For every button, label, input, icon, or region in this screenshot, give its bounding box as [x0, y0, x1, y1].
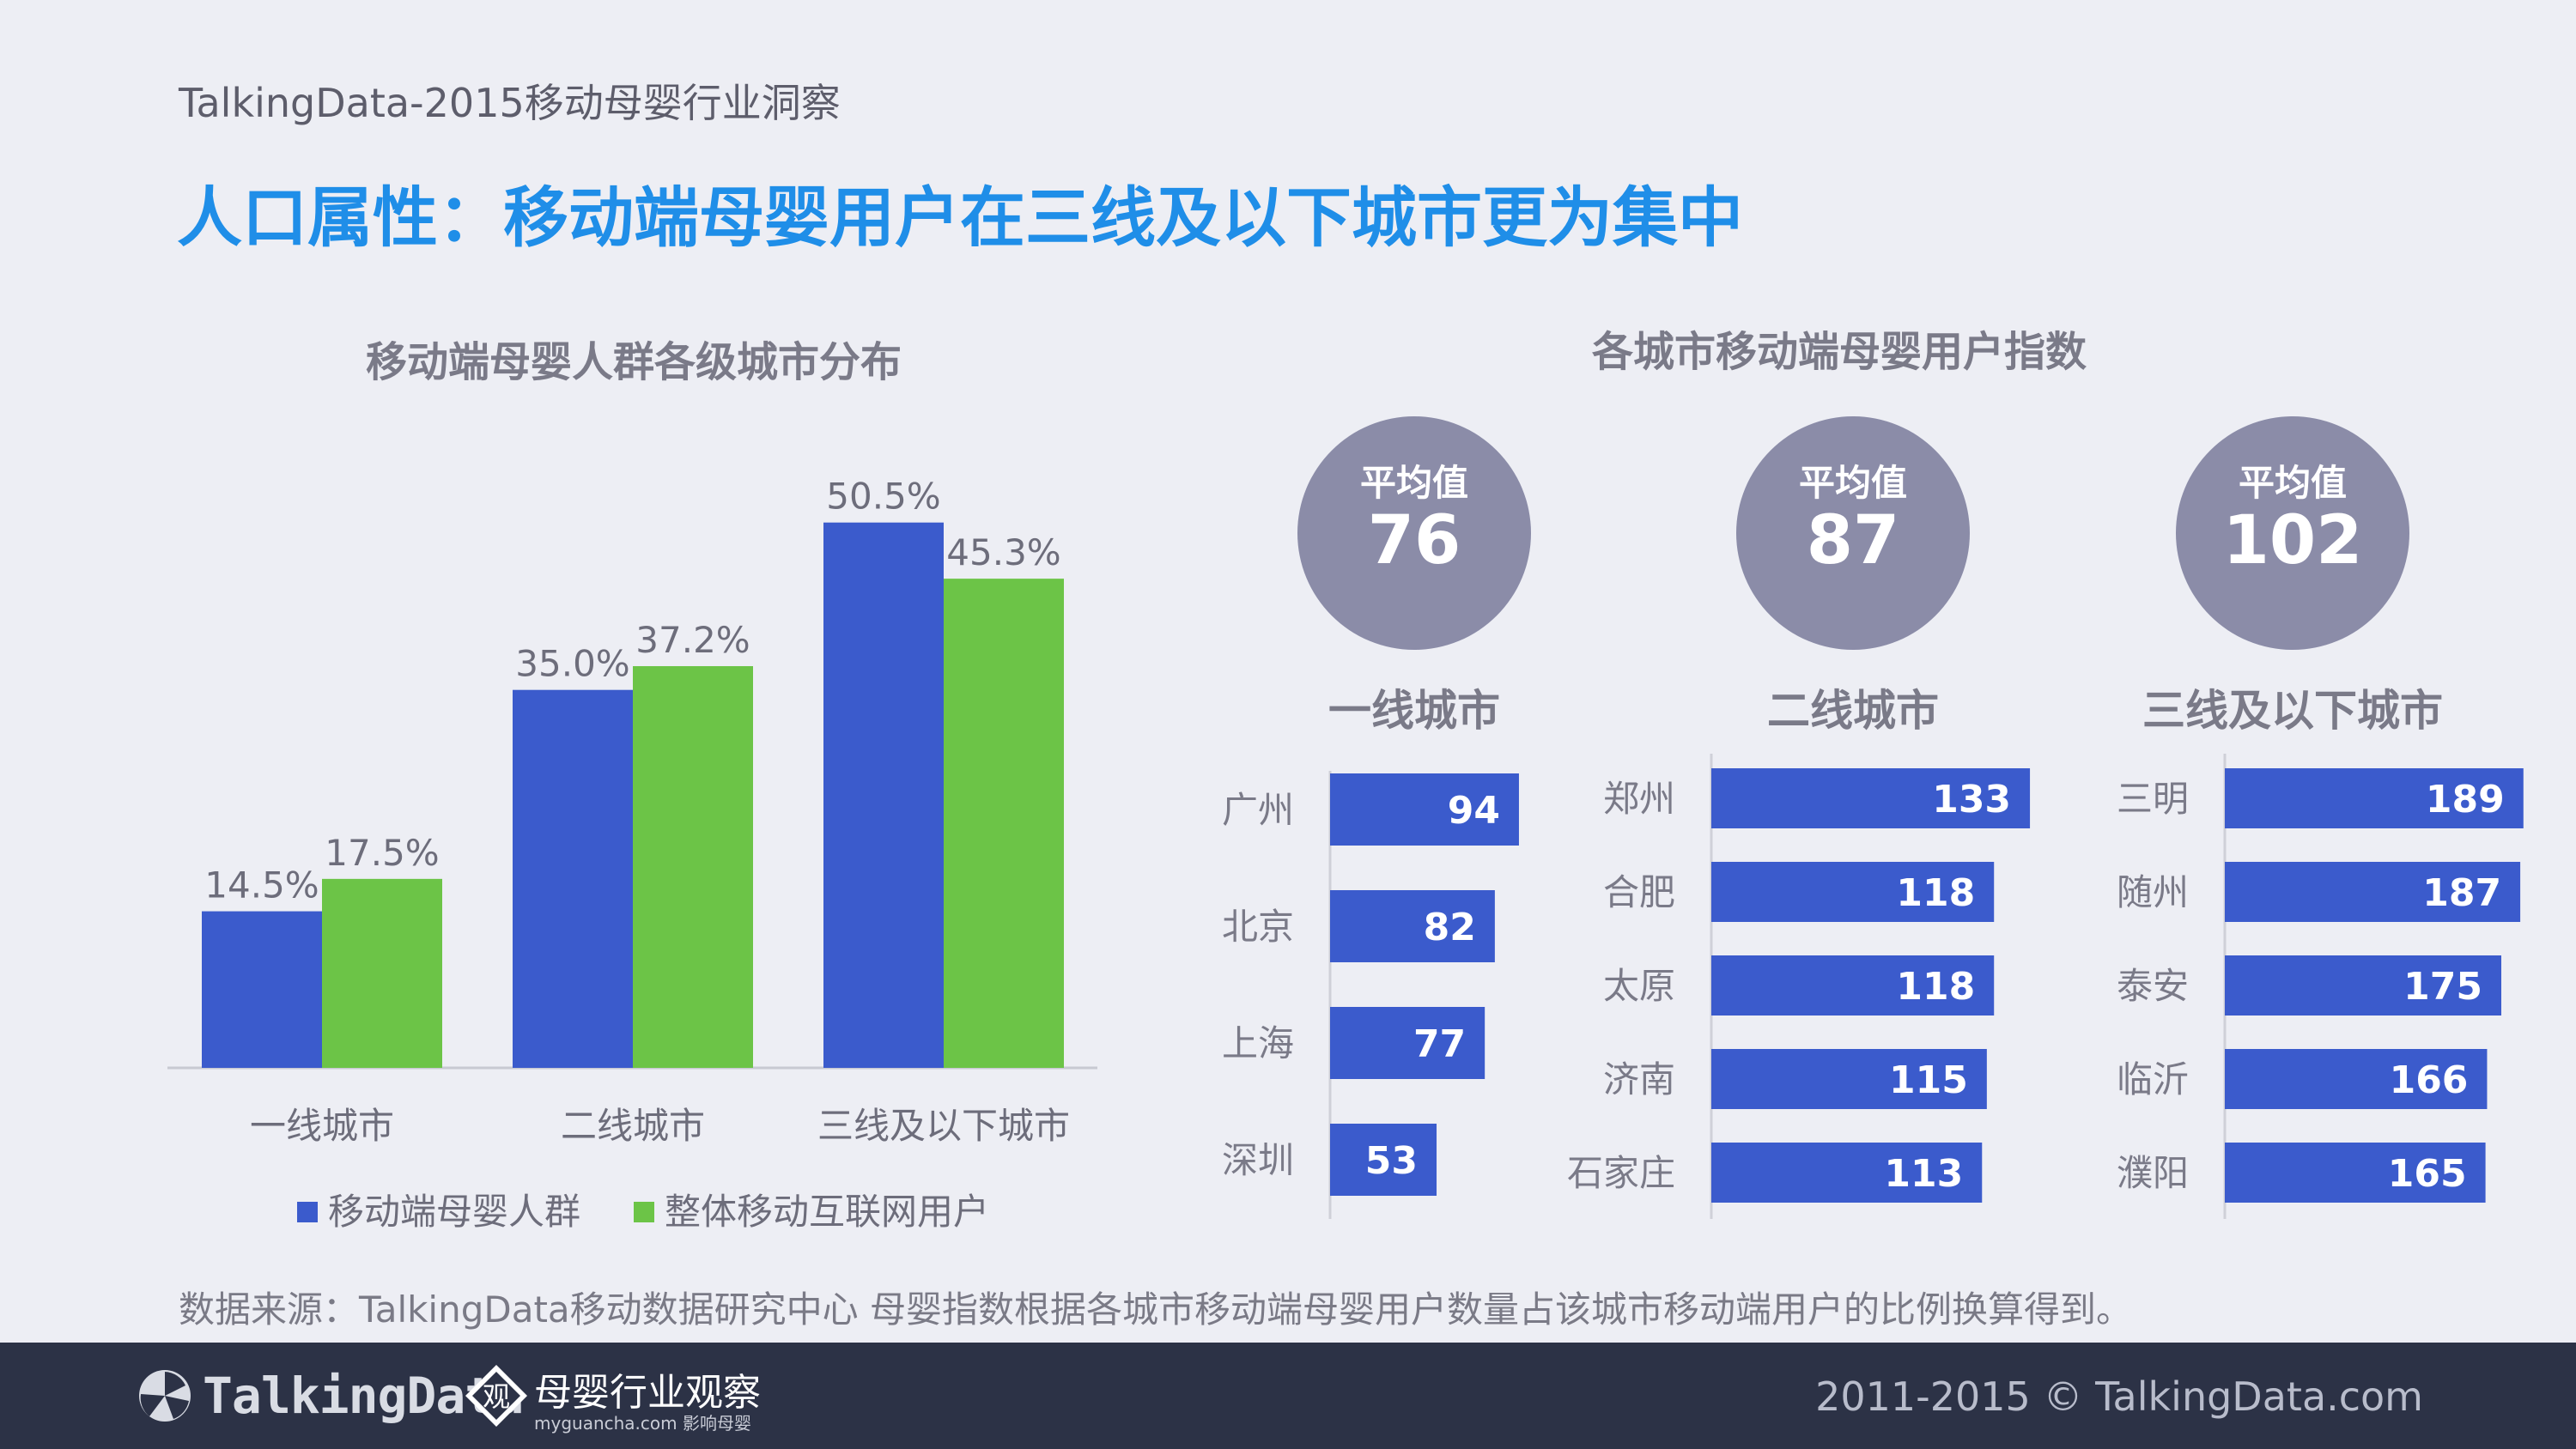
- city-label: 濮阳: [2117, 1152, 2189, 1194]
- city-bar-5: [2225, 1143, 2486, 1203]
- bar-value-label: 14.5%: [204, 864, 319, 906]
- average-value: 87: [1806, 502, 1900, 579]
- copyright: 2011-2015 © TalkingData.com: [1815, 1373, 2423, 1420]
- tier1-average-circle: 平均值 76: [1297, 416, 1531, 650]
- city-bar-value: 53: [1365, 1139, 1418, 1183]
- left-chart-title: 移动端母婴人群各级城市分布: [365, 338, 902, 386]
- tier2-title: 二线城市: [1767, 686, 1939, 736]
- city-bar-value: 113: [1884, 1152, 1963, 1196]
- city-bar-4: [1711, 1049, 1987, 1109]
- city-label: 石家庄: [1567, 1152, 1675, 1194]
- city-label: 广州: [1222, 789, 1294, 831]
- talkingdata-logo-icon: [139, 1370, 191, 1422]
- x-tick-label: 三线及以下城市: [817, 1105, 1070, 1147]
- city-bar-value: 166: [2390, 1058, 2469, 1102]
- city-bar-2: [2225, 862, 2521, 922]
- city-label: 太原: [1603, 965, 1675, 1007]
- partner-site: myguancha.com 影响母婴: [534, 1413, 751, 1434]
- city-bar-value: 187: [2422, 871, 2501, 915]
- bar-value-label: 35.0%: [515, 643, 629, 685]
- city-bar-value: 115: [1889, 1058, 1968, 1102]
- bar-value-label: 37.2%: [635, 619, 750, 661]
- city-bar-value: 133: [1932, 778, 2011, 822]
- bar-overall-2: [633, 666, 753, 1068]
- city-bar-value: 165: [2388, 1152, 2467, 1196]
- city-bar-value: 175: [2403, 965, 2482, 1009]
- city-label: 三明: [2117, 778, 2189, 820]
- city-bar-5: [1711, 1143, 1983, 1203]
- city-bar-value: 82: [1424, 906, 1476, 949]
- average-label: 平均值: [1798, 462, 1907, 504]
- tier3-title: 三线及以下城市: [2142, 686, 2443, 736]
- x-tick-label: 二线城市: [561, 1105, 705, 1147]
- city-bar-3: [1330, 1007, 1485, 1079]
- bar-mother-baby-2: [513, 689, 633, 1068]
- page-title: 人口属性：移动端母婴用户在三线及以下城市更为集中: [177, 179, 1743, 256]
- city-bar-4: [1330, 1124, 1437, 1196]
- tier1-title: 一线城市: [1328, 686, 1500, 736]
- average-value: 102: [2222, 502, 2363, 579]
- city-bar-3: [1711, 955, 1995, 1016]
- bar-value-label: 17.5%: [325, 832, 439, 874]
- legend-label-1: 移动端母婴人群: [328, 1191, 580, 1233]
- report-source-header: TalkingData-2015移动母婴行业洞察: [179, 80, 841, 126]
- bar-value-label: 50.5%: [826, 476, 940, 518]
- city-bar-value: 94: [1448, 789, 1500, 833]
- bar-value-label: 45.3%: [946, 531, 1060, 573]
- tier2-average-circle: 平均值 87: [1736, 416, 1970, 650]
- city-label: 北京: [1222, 906, 1294, 948]
- partner-logo-glyph: 观: [483, 1380, 510, 1413]
- average-value: 76: [1367, 502, 1461, 579]
- city-bar-2: [1330, 890, 1495, 962]
- city-label: 随州: [2117, 871, 2189, 913]
- footer-bar: TalkingData 观 母婴行业观察 myguancha.com 影响母婴 …: [0, 1343, 2576, 1449]
- city-bar-1: [2225, 768, 2524, 828]
- legend-label-2: 整体移动互联网用户: [665, 1191, 989, 1233]
- legend-swatch-1: [297, 1202, 318, 1222]
- city-bar-2: [1711, 862, 1995, 922]
- city-bar-value: 189: [2426, 778, 2505, 822]
- average-label: 平均值: [1359, 462, 1468, 504]
- legend-swatch-2: [634, 1202, 654, 1222]
- partner-logo-icon: 观: [465, 1365, 527, 1427]
- city-bar-1: [1711, 768, 2031, 828]
- right-chart-title: 各城市移动端母婴用户指数: [1591, 328, 2087, 376]
- bar-overall-1: [322, 878, 442, 1068]
- bar-mother-baby-3: [823, 522, 944, 1068]
- bar-overall-3: [944, 579, 1064, 1068]
- data-source-footnote: 数据来源：TalkingData移动数据研究中心 母婴指数根据各城市移动端母婴用…: [179, 1288, 2133, 1331]
- city-bar-value: 118: [1896, 965, 1975, 1009]
- city-bar-1: [1330, 773, 1519, 846]
- average-label: 平均值: [2238, 462, 2347, 504]
- city-label: 上海: [1222, 1022, 1294, 1064]
- city-label: 济南: [1603, 1058, 1675, 1100]
- city-label: 临沂: [2117, 1058, 2189, 1100]
- city-bar-value: 118: [1896, 871, 1975, 915]
- partner-name: 母婴行业观察: [534, 1371, 761, 1415]
- city-bar-3: [2225, 955, 2501, 1016]
- x-tick-label: 一线城市: [250, 1105, 394, 1147]
- city-label: 合肥: [1603, 871, 1675, 913]
- bar-mother-baby-1: [202, 911, 322, 1068]
- city-label: 深圳: [1222, 1139, 1294, 1181]
- tier3-average-circle: 平均值 102: [2176, 416, 2409, 650]
- city-label: 郑州: [1603, 778, 1675, 820]
- city-bar-4: [2225, 1049, 2488, 1109]
- city-label: 泰安: [2117, 965, 2189, 1007]
- city-bar-value: 77: [1413, 1022, 1466, 1066]
